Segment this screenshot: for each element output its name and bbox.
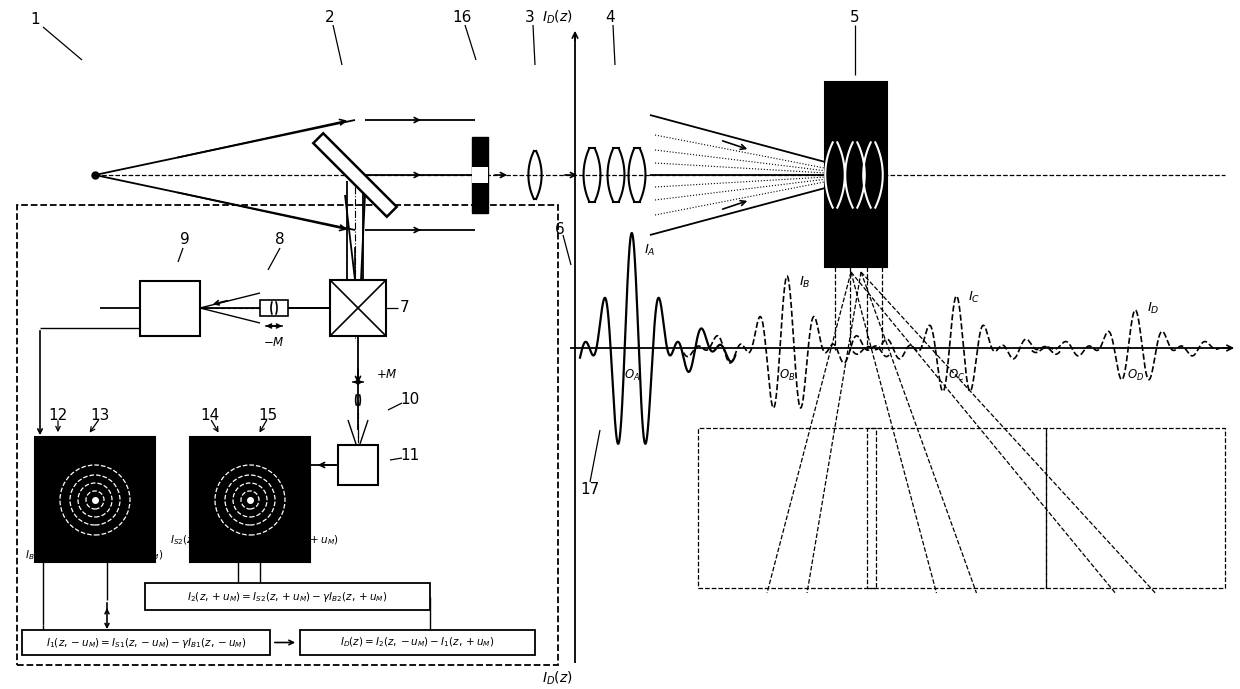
Text: $O_A$: $O_A$	[624, 368, 640, 383]
Bar	[698, 428, 877, 588]
Text: 8: 8	[275, 232, 285, 247]
Bar	[339, 445, 378, 485]
Bar	[825, 82, 887, 267]
Text: 6: 6	[556, 223, 565, 238]
Text: $I_{S1}(z,-u_M)$: $I_{S1}(z,-u_M)$	[105, 548, 164, 562]
Text: 1: 1	[30, 12, 40, 28]
Text: 10: 10	[401, 393, 419, 407]
Bar	[867, 428, 1045, 588]
Polygon shape	[314, 133, 397, 217]
Text: $I_D(z)=I_2(z,-u_M)-I_1(z,+u_M)$: $I_D(z)=I_2(z,-u_M)-I_1(z,+u_M)$	[340, 636, 495, 649]
Bar	[22, 630, 270, 655]
Bar	[300, 630, 534, 655]
Text: $I_B$: $I_B$	[799, 275, 811, 290]
Text: 13: 13	[91, 407, 109, 422]
Bar	[1045, 428, 1225, 588]
Bar	[472, 137, 489, 213]
Text: 9: 9	[180, 232, 190, 247]
Text: $I_D(z)$: $I_D(z)$	[542, 670, 573, 688]
Text: 17: 17	[580, 482, 600, 497]
Text: 4: 4	[605, 10, 615, 25]
Text: $-M$: $-M$	[263, 336, 285, 349]
Text: 11: 11	[401, 447, 419, 462]
Text: 3: 3	[525, 10, 534, 25]
Text: 7: 7	[401, 300, 409, 316]
Bar	[35, 437, 155, 562]
Text: $I_{B1}(z,-u_M)$: $I_{B1}(z,-u_M)$	[25, 548, 84, 562]
Text: $+M$: $+M$	[376, 369, 398, 382]
Text: $I_A$: $I_A$	[644, 243, 656, 258]
Text: $I_2(z,+u_M)=I_{S2}(z,+u_M)-\gamma I_{B2}(z,+u_M)$: $I_2(z,+u_M)=I_{S2}(z,+u_M)-\gamma I_{B2…	[187, 590, 388, 604]
Text: 5: 5	[851, 10, 859, 25]
Text: 14: 14	[201, 407, 219, 422]
Bar	[260, 300, 288, 316]
Text: 2: 2	[325, 10, 335, 25]
Bar	[472, 167, 489, 183]
Text: $O_D$: $O_D$	[1127, 368, 1143, 383]
Text: $I_D$: $I_D$	[1147, 300, 1159, 316]
Polygon shape	[330, 280, 386, 336]
Text: 15: 15	[258, 407, 278, 422]
Bar	[17, 205, 558, 665]
Text: 12: 12	[48, 407, 68, 422]
Text: $I_{S2}(z,+u_M)$: $I_{S2}(z,+u_M)$	[170, 533, 228, 547]
Bar	[140, 281, 200, 336]
Text: $O_C$: $O_C$	[947, 368, 965, 383]
Bar	[190, 437, 310, 562]
Text: $O_B$: $O_B$	[779, 368, 795, 383]
Text: $I_D(z)$: $I_D(z)$	[542, 8, 573, 26]
Bar	[145, 583, 430, 610]
Text: $I_{B2}(z,+u_M)$: $I_{B2}(z,+u_M)$	[280, 533, 339, 547]
Text: $I_C$: $I_C$	[968, 290, 981, 305]
Text: 16: 16	[453, 10, 471, 25]
Text: $I_1(z,-u_M)=I_{S1}(z,-u_M)-\gamma I_{B1}(z,-u_M)$: $I_1(z,-u_M)=I_{S1}(z,-u_M)-\gamma I_{B1…	[46, 635, 247, 650]
